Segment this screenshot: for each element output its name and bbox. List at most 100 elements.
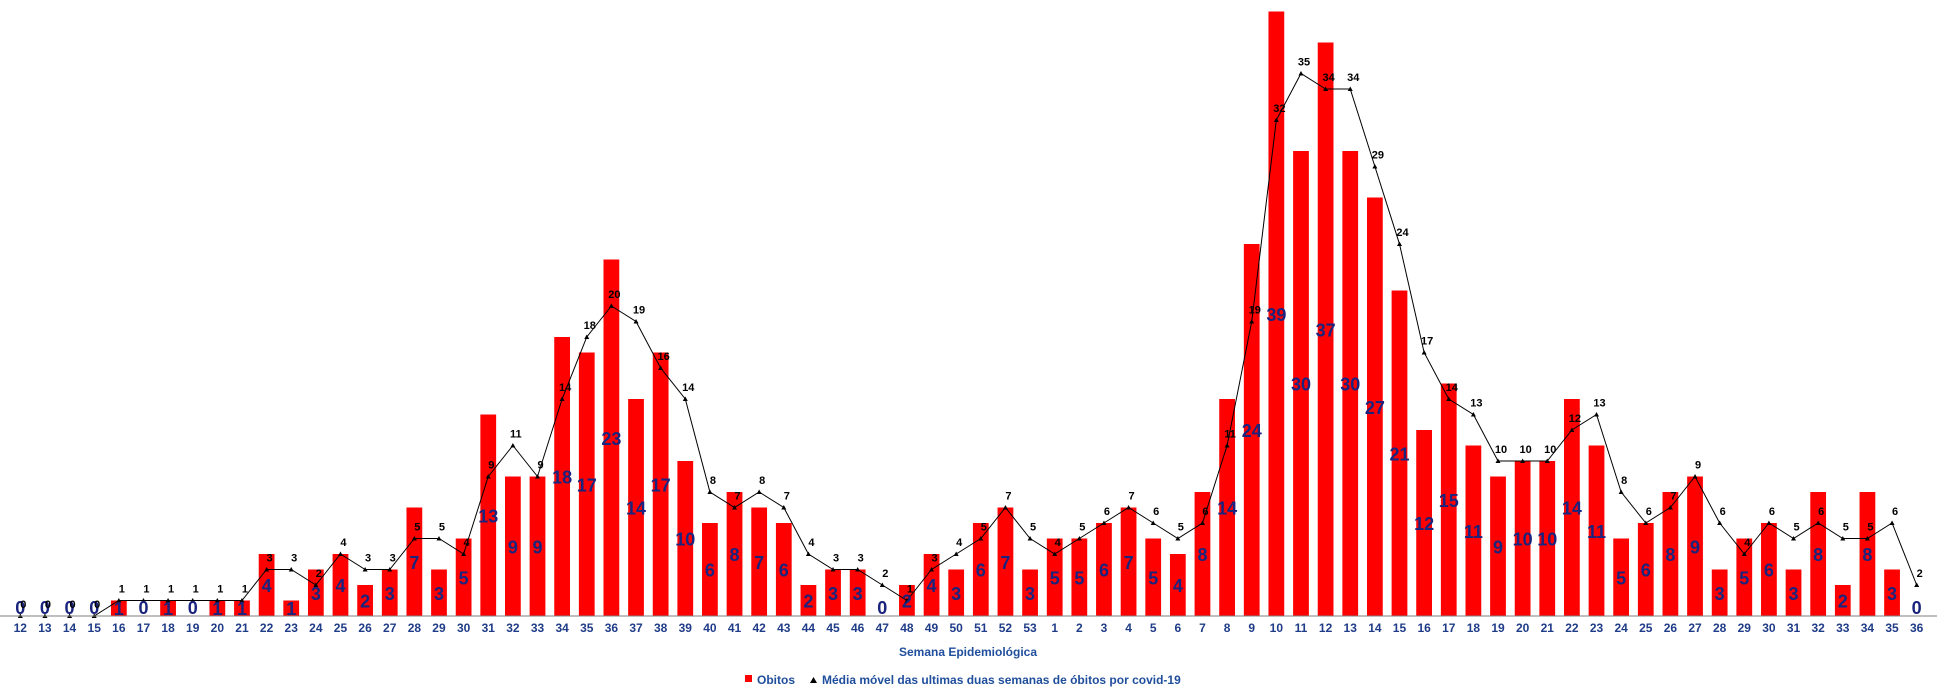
bar-value-label: 14	[1217, 499, 1237, 519]
line-value-label: 7	[1129, 491, 1135, 503]
x-tick-label: 23	[285, 621, 299, 635]
line-value-label: 14	[682, 382, 695, 394]
bar	[775, 523, 792, 616]
bar	[800, 585, 817, 616]
line-point	[658, 365, 664, 370]
bar-value-label: 30	[1340, 375, 1360, 395]
x-tick-label: 42	[752, 621, 766, 635]
x-tick-label: 53	[1023, 621, 1037, 635]
x-tick-label: 39	[679, 621, 693, 635]
bar	[603, 259, 620, 616]
x-tick-label: 51	[974, 621, 988, 635]
bar	[1613, 538, 1630, 616]
bar-value-label: 0	[138, 598, 148, 618]
line-point	[1470, 412, 1476, 417]
bar-value-label: 3	[951, 584, 961, 604]
x-tick-label: 43	[777, 621, 791, 635]
bar-value-label: 11	[1587, 522, 1606, 542]
bar	[1268, 11, 1285, 616]
line-value-label: 3	[931, 553, 937, 565]
bar-value-label: 1	[286, 599, 296, 619]
bar	[455, 538, 472, 616]
bar	[1342, 151, 1359, 616]
line-value-label: 5	[414, 522, 420, 534]
line-value-label: 11	[510, 429, 522, 441]
bar-value-label: 7	[1000, 553, 1010, 573]
x-tick-label: 11	[1295, 621, 1308, 635]
bar	[110, 600, 127, 616]
x-tick-label: 46	[851, 621, 865, 635]
x-tick-label: 28	[1713, 621, 1727, 635]
line-point	[559, 396, 565, 401]
line-value-label: 6	[1202, 506, 1208, 518]
x-tick-label: 34	[555, 621, 569, 635]
bar-value-label: 6	[1641, 561, 1651, 581]
bar-value-label: 4	[335, 576, 345, 596]
line-value-label: 24	[1396, 227, 1409, 239]
line-point	[411, 536, 417, 541]
x-tick-label: 36	[1910, 621, 1924, 635]
line-point	[1347, 86, 1353, 91]
line-point	[830, 567, 836, 572]
bar-value-label: 0	[1912, 598, 1922, 618]
line-point	[1076, 536, 1082, 541]
x-tick-label: 5	[1150, 621, 1157, 635]
line-point	[1495, 458, 1501, 463]
bar	[1711, 569, 1728, 616]
bar	[1564, 399, 1580, 616]
bar-value-label: 5	[459, 568, 469, 588]
line-point	[1396, 241, 1402, 246]
x-tick-label: 25	[1639, 621, 1653, 635]
line-point	[805, 551, 811, 556]
x-tick-label: 12	[1319, 621, 1333, 635]
bar	[1687, 476, 1703, 616]
bar	[1465, 445, 1482, 616]
x-tick-label: 48	[900, 621, 914, 635]
line-value-label: 6	[1818, 506, 1824, 518]
line-point	[1717, 520, 1723, 525]
x-tick-label: 20	[211, 621, 225, 635]
bar	[628, 399, 644, 616]
bar	[1514, 461, 1531, 616]
line-value-label: 6	[1720, 506, 1726, 518]
line-value-label: 10	[1544, 444, 1556, 456]
line-value-label: 3	[390, 553, 396, 565]
line-value-label: 6	[1153, 506, 1159, 518]
bar-value-label: 2	[803, 592, 813, 612]
bar	[1859, 492, 1876, 616]
bar	[1120, 507, 1137, 616]
bar-value-label: 10	[675, 530, 695, 550]
bar-value-label: 11	[1464, 522, 1483, 542]
x-tick-label: 12	[14, 621, 28, 635]
line-point	[1815, 520, 1821, 525]
line-value-label: 4	[1055, 537, 1062, 549]
line-value-label: 4	[340, 537, 347, 549]
bar	[381, 569, 398, 616]
bar-value-label: 4	[262, 576, 272, 596]
x-tick-label: 33	[1836, 621, 1850, 635]
line-point	[1150, 520, 1156, 525]
line-point	[1520, 458, 1526, 463]
line-value-label: 5	[981, 522, 987, 534]
bar	[1096, 523, 1112, 616]
x-tick-label: 30	[457, 621, 471, 635]
bar-value-label: 8	[730, 545, 740, 565]
bar-value-label: 8	[1862, 545, 1872, 565]
line-point	[953, 551, 959, 556]
line-value-label: 4	[956, 537, 963, 549]
bar-value-label: 9	[533, 537, 543, 557]
bar-value-label: 10	[1537, 530, 1557, 550]
line-point	[1249, 319, 1255, 324]
x-tick-labels: 12 13 14 15 16 17 18 19 20 21 22 23 24 25 26 27 28 29 30 31…	[14, 621, 1924, 635]
line-value-label: 14	[559, 382, 572, 394]
line-point	[1273, 117, 1279, 122]
bar-value-label: 5	[1050, 568, 1060, 588]
line-value-label: 2	[882, 568, 888, 580]
line-point	[978, 536, 984, 541]
bar-value-label: 17	[651, 475, 671, 495]
x-tick-label: 1	[1051, 621, 1058, 635]
bar-value-label: 6	[976, 561, 986, 581]
bar	[1071, 538, 1088, 616]
